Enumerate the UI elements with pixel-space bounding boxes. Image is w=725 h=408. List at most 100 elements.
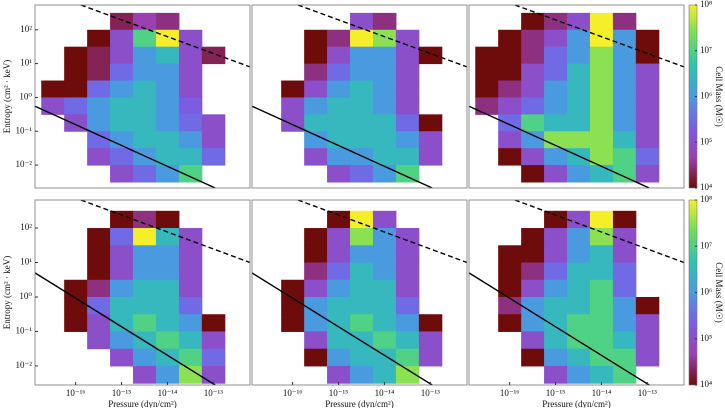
heatmap-cell (304, 80, 328, 98)
heatmap-cell (612, 63, 637, 82)
heatmap-cell (395, 148, 420, 166)
heatmap-cell (544, 228, 568, 246)
heatmap-cell (544, 80, 568, 98)
heatmap-cell (612, 80, 637, 98)
dashed-line (297, 200, 467, 264)
heatmap-cell (612, 365, 637, 384)
heatmap-cell (544, 12, 568, 31)
heatmap-cell (567, 262, 591, 281)
heatmap-cell (155, 210, 180, 229)
heatmap-cell (201, 348, 226, 367)
heatmap-cell (178, 296, 203, 315)
heatmap-cell (350, 210, 374, 229)
solid-line (35, 105, 216, 188)
heatmap-cell (178, 46, 203, 65)
x-tick-label: 10⁻¹³ (421, 388, 440, 398)
heatmap-cell (327, 80, 351, 98)
heatmap-cell (64, 80, 88, 98)
heatmap-cell (327, 148, 351, 166)
heatmap-cell (350, 131, 374, 149)
heatmap-cell (372, 29, 397, 48)
heatmap-cell (133, 314, 157, 332)
dashed-line (514, 200, 684, 264)
heatmap-cell (521, 279, 545, 298)
colorbar-tick-label: 10⁷ (700, 240, 712, 250)
panel-frame (34, 4, 251, 189)
heatmap-cell (498, 131, 522, 149)
heatmap-cell (304, 296, 328, 315)
heatmap-cell (521, 114, 545, 132)
heatmap-cell (110, 331, 134, 350)
heatmap-cell (567, 365, 591, 384)
heatmap-cell (635, 331, 660, 350)
heatmap-cell (110, 314, 134, 332)
panel-frame (468, 4, 685, 189)
y-tick-label: 10¹ (20, 257, 32, 267)
heatmap-cell (133, 245, 157, 264)
heatmap-cell (133, 279, 157, 298)
heatmap-cell (350, 348, 374, 367)
heatmap-cell (87, 114, 111, 132)
heatmap-cell (304, 97, 328, 115)
heatmap-cell (395, 296, 420, 315)
heatmap-cell (635, 296, 660, 315)
heatmap-cell (589, 46, 614, 65)
x-tick-label: 10⁻¹⁴ (592, 388, 612, 398)
heatmap-cell (201, 148, 226, 166)
heatmap-cell (544, 262, 568, 281)
heatmap-cell (133, 114, 157, 132)
heatmap-cell (327, 296, 351, 315)
colorbar-tick-label: 10⁵ (700, 333, 712, 343)
heatmap-cell (133, 97, 157, 115)
heatmap-cell (418, 314, 443, 332)
heatmap-cell (498, 80, 522, 98)
heatmap-cell (521, 97, 545, 115)
heatmap-cell (544, 314, 568, 332)
heatmap-cell (304, 314, 328, 332)
heatmap-cell (87, 331, 111, 350)
heatmap-cell (498, 63, 522, 82)
heatmap-cell (350, 97, 374, 115)
heatmap-cell (133, 63, 157, 82)
heatmap-cell (589, 148, 614, 166)
heatmap-cell (87, 314, 111, 332)
heatmap-cell (110, 114, 134, 132)
colorbar-tick-label: 10⁶ (700, 287, 712, 297)
heatmap-cell (372, 314, 397, 332)
heatmap-cell (327, 314, 351, 332)
heatmap-cell (372, 12, 397, 31)
heatmap-cell (521, 245, 545, 264)
x-tick-label: 10⁻¹⁶ (500, 388, 520, 398)
heatmap-cell (155, 314, 180, 332)
heatmap-cell (327, 228, 351, 246)
heatmap-cell (395, 46, 420, 65)
heatmap-cell (155, 12, 180, 31)
heatmap-cell (567, 29, 591, 48)
y-axis-label: Entropy (cm² · keV) (2, 60, 12, 133)
heatmap-cell (567, 210, 591, 229)
heatmap-cell (178, 131, 203, 149)
heatmap-cell (133, 12, 157, 31)
heatmap-cell (418, 46, 443, 65)
y-tick-label: 10⁰ (19, 91, 32, 101)
heatmap-cell (133, 131, 157, 149)
heatmap-cell (498, 314, 522, 332)
heatmap-cell (567, 12, 591, 31)
heatmap-cell (64, 314, 88, 332)
heatmap-cell (201, 331, 226, 350)
heatmap-cell (372, 279, 397, 298)
heatmap-cell (395, 314, 420, 332)
heatmap-cell (418, 114, 443, 132)
heatmap-cell (133, 29, 157, 48)
heatmap-cell (418, 131, 443, 149)
heatmap-cell (567, 296, 591, 315)
dashed-line (514, 5, 684, 68)
heatmap-cell (350, 279, 374, 298)
heatmap-cell (133, 348, 157, 367)
heatmap-cell (372, 131, 397, 149)
heatmap-cell (521, 228, 545, 246)
heatmap-cell (612, 114, 637, 132)
heatmap-cell (395, 245, 420, 264)
heatmap-cell (110, 228, 134, 246)
heatmap-cell (589, 245, 614, 264)
